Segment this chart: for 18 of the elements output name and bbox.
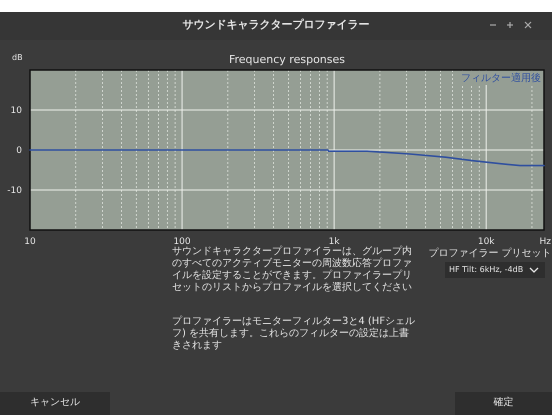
text: フィルター適用後 [461,72,541,84]
chart-title: Frequency responses [228,53,346,66]
text: サウンドキャラクタープロファイラーは、グループ内のすべてのアクティブモニターの周波数応答プロファイルを設定することができます。プロファイラープリセットのリストからプロファイルを選択してください [172,246,413,294]
text: キャンセル [29,397,81,409]
x-axis-title: Hz [540,237,552,247]
y-tick-label: 10 [10,106,22,116]
y-tick-label: 0 [16,146,22,156]
text: プロファイラーはモニターフィルター3と4 (HFシェルフ) を共有します。これらのフィルターの設定は上書きされます [172,316,416,352]
x-tick-label: 1k [328,237,340,247]
x-tick-label: 100 [173,237,191,247]
x-tick-label: 10k [478,237,496,247]
text: HF Tilt: 6kHz, -4dB [449,264,524,276]
x-tick-label: 10 [24,237,36,247]
y-tick-label: -10 [7,186,22,196]
text: 確定 [492,397,514,409]
y-axis-title: dB [12,53,23,62]
text: サウンドキャラクタープロファイラー [182,18,370,31]
text: プロファイラー プリセット [428,248,552,260]
